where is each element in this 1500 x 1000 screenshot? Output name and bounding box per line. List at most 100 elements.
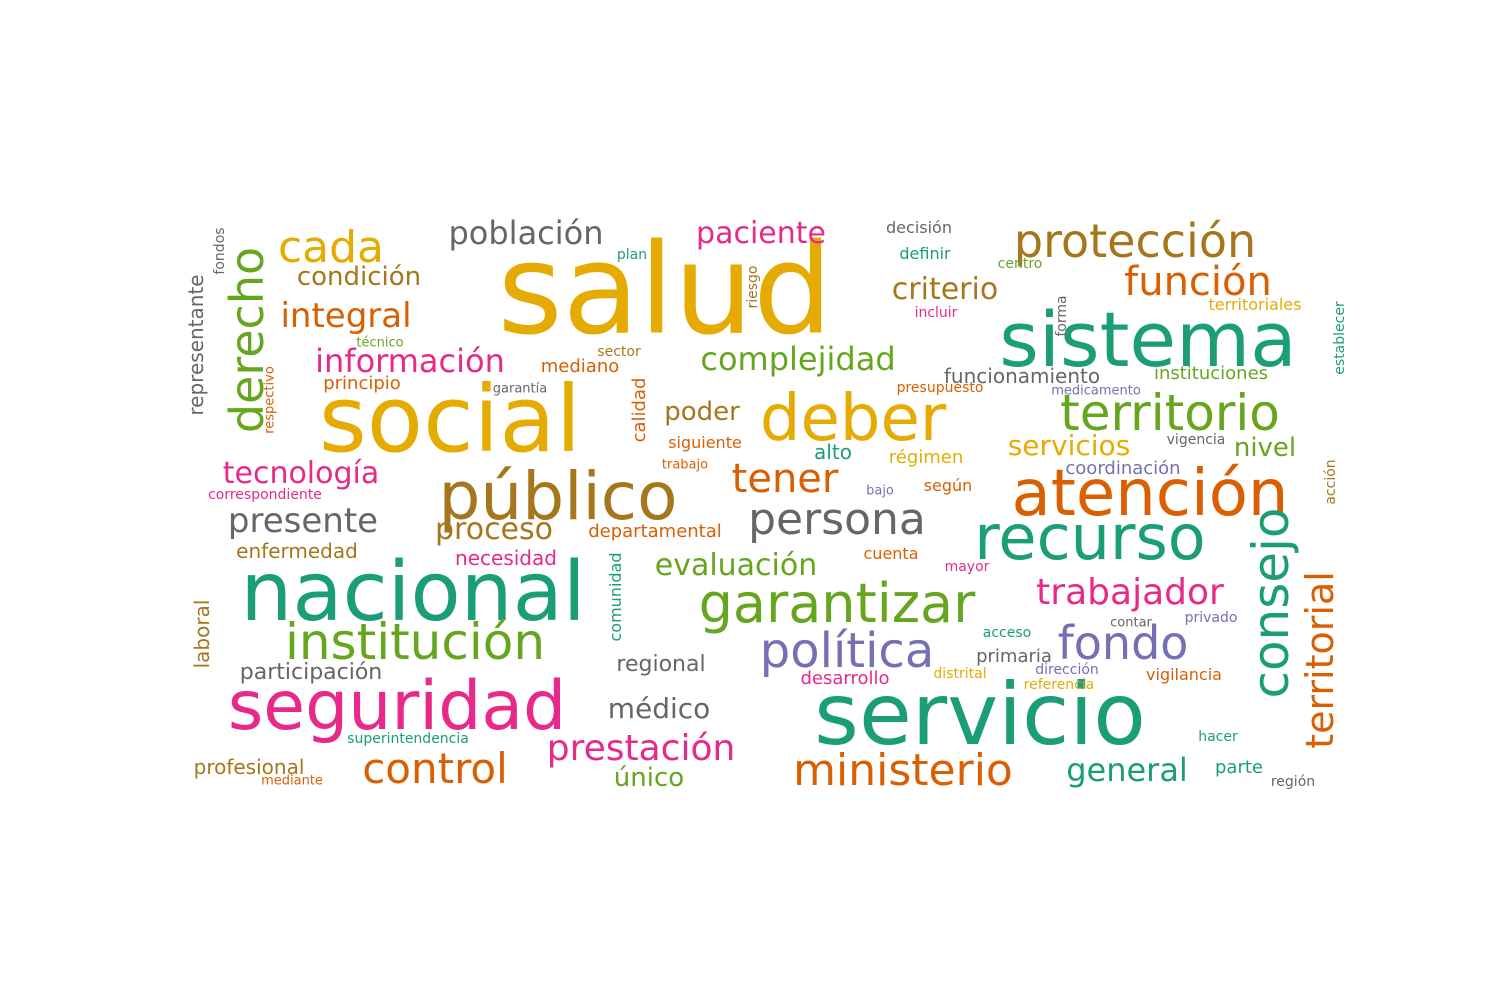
word-prestacion: prestación: [546, 728, 736, 769]
word-respectivo: respectivo: [262, 366, 278, 434]
word-general: general: [1066, 751, 1188, 789]
word-fondos: fondos: [212, 227, 228, 275]
word-persona: persona: [748, 494, 926, 545]
word-contar: contar: [1110, 615, 1152, 631]
word-territorio: territorio: [1060, 384, 1280, 442]
word-superintendencia: superintendencia: [347, 731, 469, 747]
word-definir: definir: [899, 244, 951, 263]
word-fondo: fondo: [1057, 616, 1189, 670]
word-vigencia: vigencia: [1166, 432, 1226, 448]
word-decision: decisión: [886, 218, 952, 237]
word-vigilancia: vigilancia: [1146, 665, 1222, 684]
word-ministerio: ministerio: [793, 745, 1013, 796]
word-siguiente: siguiente: [668, 433, 742, 452]
word-alto: alto: [814, 440, 852, 464]
word-incluir: incluir: [914, 305, 958, 321]
word-territorial: territorial: [1298, 571, 1342, 749]
word-laboral: laboral: [190, 599, 214, 669]
word-cuenta: cuenta: [863, 544, 919, 563]
word-atencion: atención: [1011, 457, 1289, 531]
word-enfermedad: enfermedad: [236, 539, 358, 563]
word-social: social: [318, 366, 582, 473]
word-hacer: hacer: [1198, 729, 1238, 745]
word-mediante: mediante: [261, 773, 323, 789]
word-privado: privado: [1184, 610, 1238, 626]
word-publico: público: [438, 458, 678, 535]
word-proteccion: protección: [1013, 214, 1257, 268]
word-desarrollo: desarrollo: [800, 668, 890, 689]
word-riesgo: riesgo: [745, 265, 761, 309]
word-integral: integral: [280, 296, 412, 336]
word-nacional: nacional: [240, 545, 586, 640]
word-direccion: dirección: [1035, 662, 1099, 678]
word-sistema: sistema: [999, 295, 1297, 384]
word-garantizar: garantizar: [698, 572, 976, 635]
word-funcionamiento: funcionamiento: [943, 364, 1101, 388]
word-centro: centro: [997, 256, 1043, 272]
word-mediano: mediano: [540, 356, 620, 377]
word-cada: cada: [277, 222, 385, 273]
word-tener: tener: [731, 456, 839, 502]
word-consejo: consejo: [1242, 507, 1300, 699]
word-accion: acción: [1323, 459, 1339, 505]
word-referencia: referencia: [1023, 677, 1095, 693]
word-recurso: recurso: [974, 501, 1206, 574]
word-funcion: función: [1124, 259, 1272, 305]
word-presupuesto: presupuesto: [896, 380, 984, 396]
word-forma: forma: [1054, 295, 1070, 337]
word-servicios: servicios: [1007, 429, 1131, 462]
word-institucion: institución: [284, 613, 546, 671]
word-establecer: establecer: [1332, 301, 1348, 375]
word-primaria: primaria: [976, 646, 1052, 667]
word-medico: médico: [607, 692, 711, 725]
word-criterio: criterio: [891, 272, 999, 307]
word-control: control: [362, 744, 508, 793]
word-evaluacion: evaluación: [654, 548, 818, 583]
word-bajo: bajo: [866, 483, 894, 499]
word-tecnico: técnico: [356, 335, 404, 351]
word-plan: plan: [616, 247, 648, 263]
word-departamental: departamental: [588, 521, 722, 542]
word-poder: poder: [664, 397, 740, 427]
word-nivel: nivel: [1233, 433, 1297, 463]
word-instituciones: instituciones: [1153, 363, 1269, 384]
word-regimen: régimen: [888, 447, 964, 468]
word-sector: sector: [597, 344, 641, 360]
word-servicio: servicio: [814, 665, 1146, 765]
word-calidad: calidad: [629, 377, 650, 443]
word-coordinacion: coordinación: [1065, 458, 1181, 479]
word-regional: regional: [616, 652, 706, 677]
word-region: región: [1270, 774, 1316, 790]
word-seguridad: seguridad: [227, 667, 567, 746]
word-tecnologia: tecnología: [222, 456, 380, 491]
word-participacion: participación: [239, 660, 383, 685]
word-correspondiente: correspondiente: [208, 487, 322, 503]
word-informacion: información: [315, 342, 505, 380]
word-profesional: profesional: [193, 755, 305, 779]
word-necesidad: necesidad: [455, 546, 557, 570]
word-poblacion: población: [448, 214, 604, 252]
word-territoriales: territoriales: [1208, 295, 1302, 314]
word-trabajo: trabajo: [661, 457, 709, 473]
word-acceso: acceso: [982, 625, 1032, 641]
word-politica: política: [759, 623, 935, 679]
word-parte: parte: [1215, 757, 1263, 778]
word-representante: representante: [184, 274, 208, 416]
word-segun: según: [923, 476, 973, 495]
word-unico: único: [613, 763, 685, 793]
word-comunidad: comunidad: [606, 552, 625, 642]
word-deber: deber: [759, 382, 947, 456]
word-distrital: distrital: [933, 666, 987, 682]
word-principio: principio: [323, 373, 401, 394]
word-proceso: proceso: [434, 512, 554, 547]
word-mayor: mayor: [944, 559, 990, 575]
word-presente: presente: [227, 501, 379, 541]
word-complejidad: complejidad: [700, 340, 896, 378]
word-condicion: condición: [296, 262, 422, 292]
word-garantia: garantía: [492, 381, 548, 397]
word-paciente: paciente: [696, 216, 826, 251]
word-salud: salud: [497, 217, 833, 363]
word-medicamento: medicamento: [1051, 383, 1141, 399]
word-trabajador: trabajador: [1036, 572, 1224, 613]
